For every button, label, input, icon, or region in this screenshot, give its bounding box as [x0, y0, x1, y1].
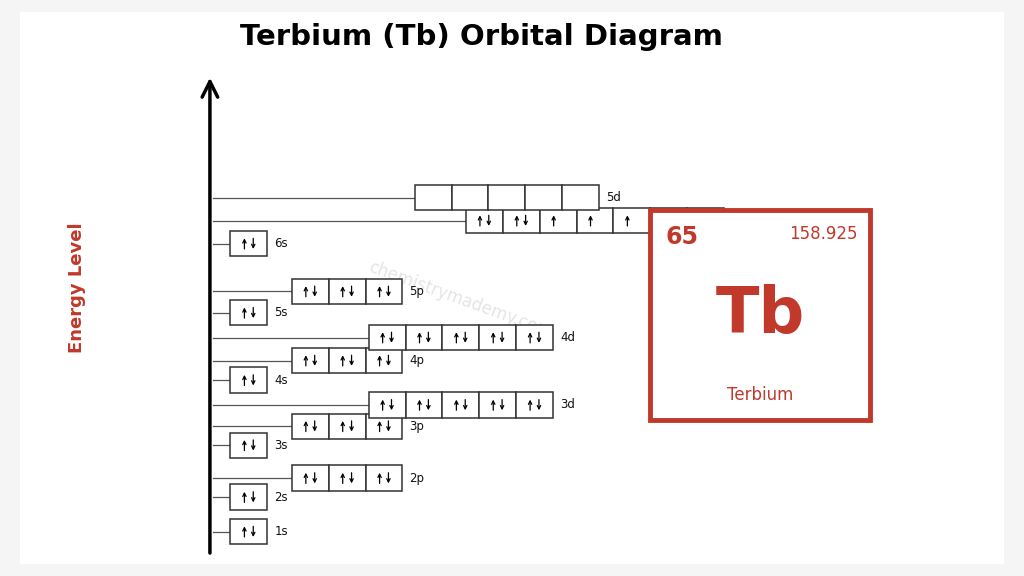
Bar [577, 208, 613, 233]
Bar [329, 465, 366, 491]
Bar [406, 392, 442, 418]
Bar [292, 279, 329, 304]
Text: chemistrymademy.com: chemistrymademy.com [367, 258, 555, 341]
Text: 5s: 5s [274, 306, 288, 319]
Text: 5p: 5p [410, 285, 425, 298]
Bar [366, 465, 402, 491]
Bar [466, 208, 503, 233]
Bar [292, 348, 329, 373]
Bar [406, 325, 442, 350]
Bar [329, 348, 366, 373]
Text: Terbium: Terbium [727, 386, 794, 404]
Bar [366, 414, 402, 439]
Text: 4p: 4p [410, 354, 425, 367]
Bar [503, 208, 540, 233]
Bar [366, 279, 402, 304]
Text: Energy Level: Energy Level [68, 223, 86, 353]
Bar [488, 185, 525, 210]
Text: 4s: 4s [274, 374, 288, 386]
Bar [292, 414, 329, 439]
Text: 158.925: 158.925 [790, 225, 858, 242]
Bar [479, 392, 516, 418]
Bar [525, 185, 562, 210]
Bar [415, 185, 452, 210]
Bar [442, 392, 479, 418]
Text: 4f: 4f [731, 214, 742, 227]
Bar [230, 433, 267, 458]
Bar [230, 231, 267, 256]
Bar [650, 208, 687, 233]
Text: Terbium (Tb) Orbital Diagram: Terbium (Tb) Orbital Diagram [240, 24, 723, 51]
Text: 65: 65 [666, 225, 698, 249]
Text: 4d: 4d [560, 331, 575, 344]
FancyBboxPatch shape [20, 12, 1004, 564]
Text: 6s: 6s [274, 237, 288, 250]
Bar [230, 519, 267, 544]
Bar [292, 465, 329, 491]
Bar [516, 325, 553, 350]
Bar [329, 279, 366, 304]
Bar [540, 208, 577, 233]
Bar [562, 185, 599, 210]
Bar [687, 208, 724, 233]
Bar [230, 367, 267, 393]
Text: 5d: 5d [606, 191, 622, 204]
Bar [452, 185, 488, 210]
Bar [369, 392, 406, 418]
Text: 3d: 3d [560, 399, 575, 411]
Bar [329, 414, 366, 439]
Bar [442, 325, 479, 350]
Bar [516, 392, 553, 418]
Text: Tb: Tb [716, 285, 805, 346]
Text: 3s: 3s [274, 439, 288, 452]
Bar [479, 325, 516, 350]
Bar [230, 484, 267, 510]
Bar [369, 325, 406, 350]
Text: 1s: 1s [274, 525, 288, 538]
Text: 3p: 3p [410, 420, 425, 433]
Text: 2p: 2p [410, 472, 425, 484]
Bar [366, 348, 402, 373]
Bar [613, 208, 650, 233]
Bar [230, 300, 267, 325]
Text: 2s: 2s [274, 491, 288, 503]
Bar [650, 210, 870, 420]
